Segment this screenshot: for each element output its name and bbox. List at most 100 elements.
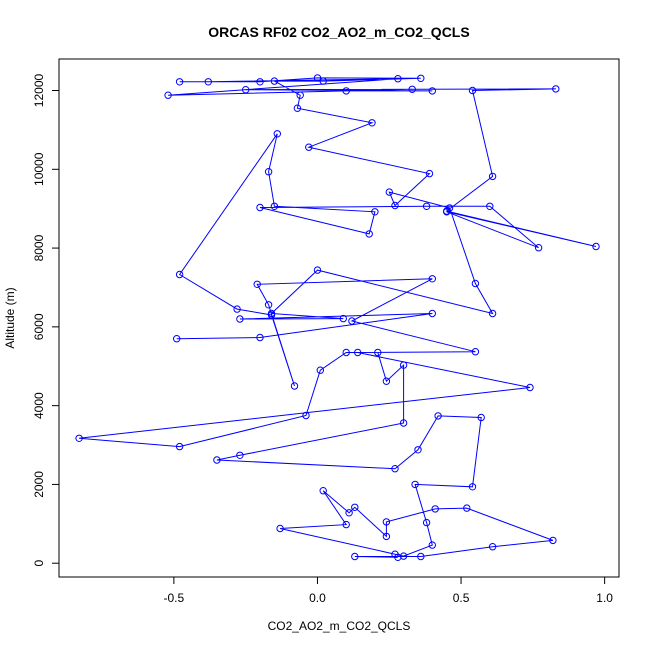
data-point [264,301,273,309]
series [75,74,600,561]
data-point [414,446,422,454]
data-point [431,505,439,513]
data-point [339,314,347,323]
data-point [316,366,324,374]
data-point [488,172,497,181]
data-point [552,85,560,93]
data-point [391,201,399,210]
data-point [394,75,402,83]
plot-frame [58,58,620,578]
data-point [422,202,431,211]
data-point [256,333,264,342]
data-point [233,305,241,313]
data-point [399,419,408,427]
data-point [391,465,399,473]
data-point [175,270,184,279]
data-point [354,348,362,357]
data-point [270,202,279,211]
y-tick-label: 2000 [32,471,46,498]
data-point [173,335,181,343]
data-point [342,87,350,95]
data-point [319,487,327,495]
data-point [175,78,184,86]
y-axis: 0 2000 4000 6000 8000 10000 12000 [32,74,59,567]
x-tick-label: 0.5 [453,591,470,605]
series-layer [75,74,600,561]
data-point [428,275,436,283]
x-tick-label: 1.0 [596,591,613,605]
data-point [468,86,477,95]
data-point [371,208,379,216]
data-point [270,77,279,85]
data-point [290,382,299,390]
data-point [486,202,494,211]
data-point [368,119,376,127]
data-point [342,520,350,529]
y-tick-label: 10000 [32,152,46,186]
data-point [342,348,350,357]
data-point [351,552,359,561]
data-point [408,85,416,94]
data-point [434,412,442,420]
data-point [204,78,213,86]
data-point [428,309,436,318]
data-point [399,361,408,369]
data-point [256,203,264,212]
data-point [236,451,244,459]
y-tick-label: 8000 [32,234,46,261]
data-point [445,204,454,212]
data-point [534,244,543,252]
x-tick-label: 0.0 [309,591,326,605]
x-axis-label: CO2_AO2_m_CO2_QCLS [268,619,411,633]
data-point [463,504,471,512]
y-axis-label: Altitude (m) [3,287,17,348]
data-point [425,169,434,178]
data-point [374,348,382,357]
data-point [319,77,327,85]
data-point [382,532,391,541]
data-point [411,480,419,489]
x-tick-label: -0.5 [164,591,185,605]
data-point [391,550,399,558]
y-tick-label: 6000 [32,313,46,340]
data-point [313,266,322,274]
series-line [79,77,597,558]
data-point [313,74,322,82]
data-point [164,91,172,99]
data-point [477,413,485,422]
data-point [256,78,264,86]
y-tick-label: 4000 [32,392,46,419]
data-point [351,503,359,511]
data-point [422,518,431,527]
data-point [471,348,480,356]
x-axis: -0.5 0.0 0.5 1.0 [164,577,613,605]
data-point [417,552,425,561]
data-point [488,543,497,551]
data-point [592,242,600,251]
data-point [365,230,373,238]
data-point [345,509,353,517]
data-point [399,552,408,560]
data-point [549,536,557,545]
y-tick-label: 0 [32,560,46,567]
data-point [488,309,497,318]
data-point [471,279,480,288]
data-point [213,456,221,464]
data-point [417,74,425,83]
data-point [236,315,244,323]
data-point [253,280,261,288]
data-point [296,91,304,99]
data-point [348,317,356,325]
data-point [428,541,436,549]
data-point [264,168,273,176]
data-point [382,377,391,385]
chart-title: ORCAS RF02 CO2_AO2_m_CO2_QCLS [208,24,469,40]
data-point [267,309,276,318]
data-point [75,434,83,442]
data-point [305,143,313,151]
y-tick-label: 12000 [32,74,46,108]
data-point [526,383,534,392]
data-point [428,87,436,95]
data-point [175,442,184,451]
